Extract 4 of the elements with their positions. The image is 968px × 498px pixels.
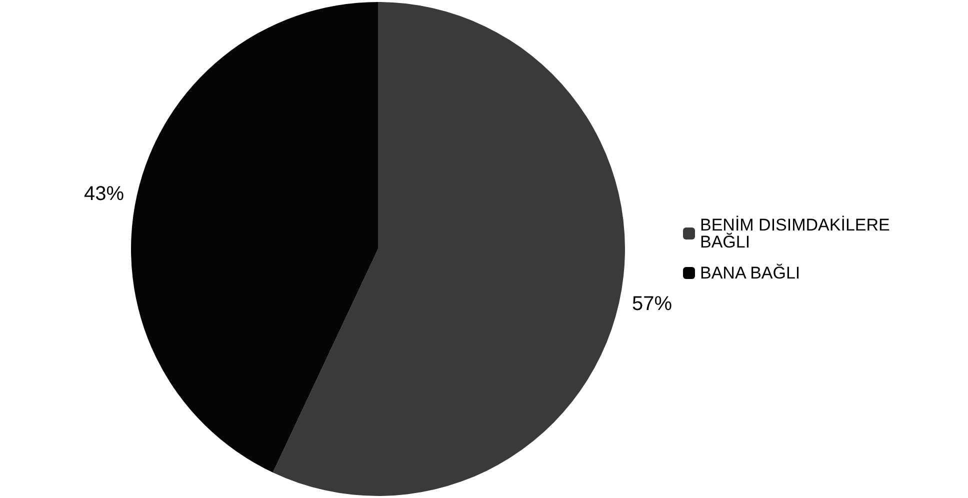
legend-label: BENİM DISIMDAKİLERE BAĞLI xyxy=(700,216,895,252)
legend-label: BANA BAĞLI xyxy=(700,264,800,282)
data-label: 43% xyxy=(84,183,124,206)
data-label: 57% xyxy=(632,292,672,315)
